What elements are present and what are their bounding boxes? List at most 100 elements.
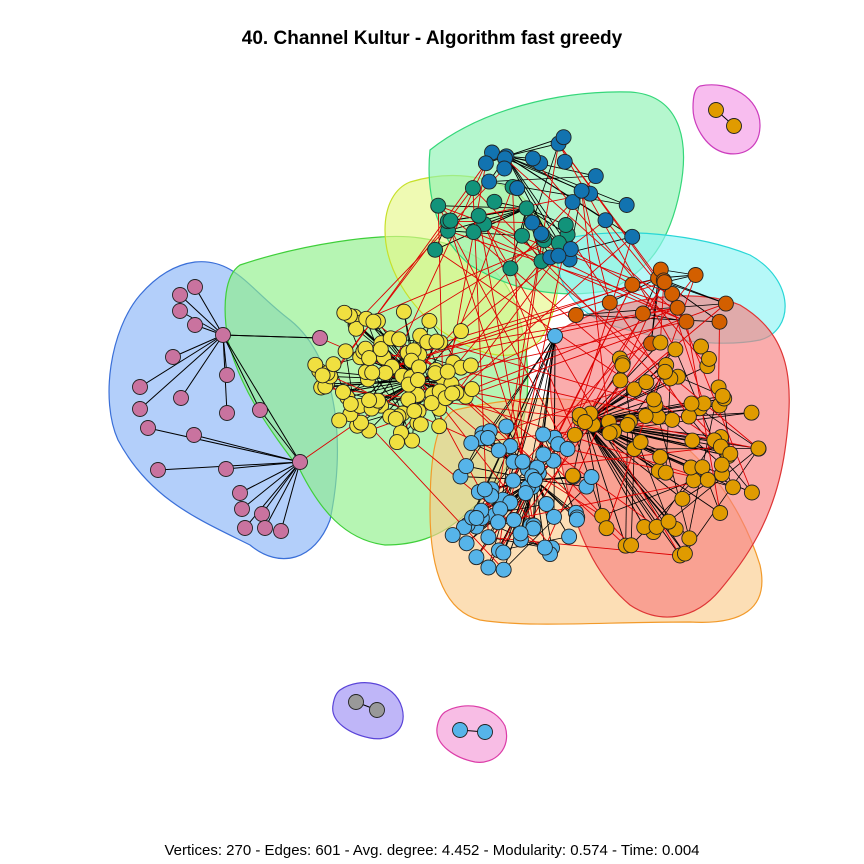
edge: [483, 223, 681, 556]
vertex: [257, 520, 273, 536]
vertex: [533, 225, 550, 242]
edge: [531, 143, 559, 223]
vertex: [173, 390, 189, 406]
edge: [180, 334, 224, 399]
vertex: [601, 294, 618, 311]
vertex: [687, 267, 704, 283]
edge: [572, 421, 586, 476]
vertex: [681, 530, 698, 547]
edge: [718, 321, 720, 388]
vertex: [464, 180, 481, 197]
edge: [222, 334, 301, 463]
vertex: [314, 367, 331, 384]
edge: [657, 416, 690, 539]
vertex: [387, 410, 404, 427]
edge: [447, 221, 529, 470]
vertex: [546, 508, 562, 525]
vertex: [132, 379, 148, 395]
vertex: [389, 434, 405, 451]
vertex: [458, 535, 475, 552]
vertex: [550, 247, 567, 264]
vertex: [645, 391, 662, 408]
edge: [244, 461, 301, 529]
edge: [567, 448, 708, 481]
vertex: [577, 414, 593, 430]
edge: [222, 334, 321, 339]
edge: [630, 448, 635, 546]
vertex: [439, 363, 456, 380]
vertex: [699, 471, 716, 488]
vertex: [502, 260, 519, 277]
edge: [326, 163, 487, 385]
vertex: [725, 479, 741, 496]
vertex: [453, 323, 469, 340]
vertex: [486, 193, 503, 210]
vertex: [219, 405, 235, 421]
vertex: [722, 445, 739, 462]
vertex: [664, 411, 681, 428]
edge: [451, 335, 556, 385]
edge: [473, 231, 687, 323]
edge: [478, 215, 759, 449]
vertex: [490, 514, 507, 531]
vertex: [365, 313, 382, 330]
vertex: [218, 461, 234, 477]
vertex: [538, 496, 555, 512]
vertex: [364, 364, 381, 381]
vertex: [624, 228, 641, 245]
vertex: [495, 561, 512, 578]
vertex: [524, 214, 541, 231]
edge: [172, 334, 224, 358]
edge: [179, 294, 224, 336]
edge: [506, 155, 596, 177]
vertex: [514, 227, 530, 244]
vertex: [750, 440, 767, 457]
edge: [193, 434, 301, 463]
vertex: [187, 279, 203, 295]
vertex: [464, 381, 480, 398]
vertex: [656, 274, 673, 291]
vertex: [412, 416, 429, 433]
edge: [434, 249, 715, 441]
edge: [438, 205, 527, 209]
vertex: [215, 327, 231, 343]
edge: [264, 461, 301, 529]
vertex: [369, 702, 385, 718]
edge: [139, 334, 224, 388]
vertex: [458, 458, 475, 475]
edge: [506, 143, 559, 157]
vertex: [132, 401, 148, 417]
edge: [498, 284, 633, 551]
vertex: [714, 387, 731, 404]
vertex: [480, 559, 497, 576]
vertex: [410, 372, 426, 388]
vertex: [452, 722, 468, 738]
edge: [241, 461, 301, 510]
vertex: [623, 537, 640, 554]
vertex: [492, 501, 509, 518]
edge: [437, 205, 568, 450]
vertex: [509, 180, 526, 197]
edge: [584, 421, 654, 533]
vertex: [505, 472, 522, 489]
vertex: [573, 182, 590, 199]
edge: [534, 479, 587, 488]
vertex: [463, 435, 480, 452]
vertex: [172, 303, 188, 319]
vertex: [336, 304, 353, 321]
edge: [391, 284, 633, 368]
edge: [664, 281, 727, 304]
edge: [498, 479, 708, 523]
edge: [581, 190, 610, 422]
vertex: [348, 320, 365, 337]
vertex: [535, 446, 552, 463]
vertex: [562, 241, 579, 258]
edge: [472, 188, 489, 538]
edge: [581, 190, 611, 303]
edge: [584, 364, 667, 423]
vertex: [312, 330, 328, 346]
vertex: [619, 417, 636, 433]
vertex: [555, 129, 572, 146]
vertex: [717, 295, 734, 312]
